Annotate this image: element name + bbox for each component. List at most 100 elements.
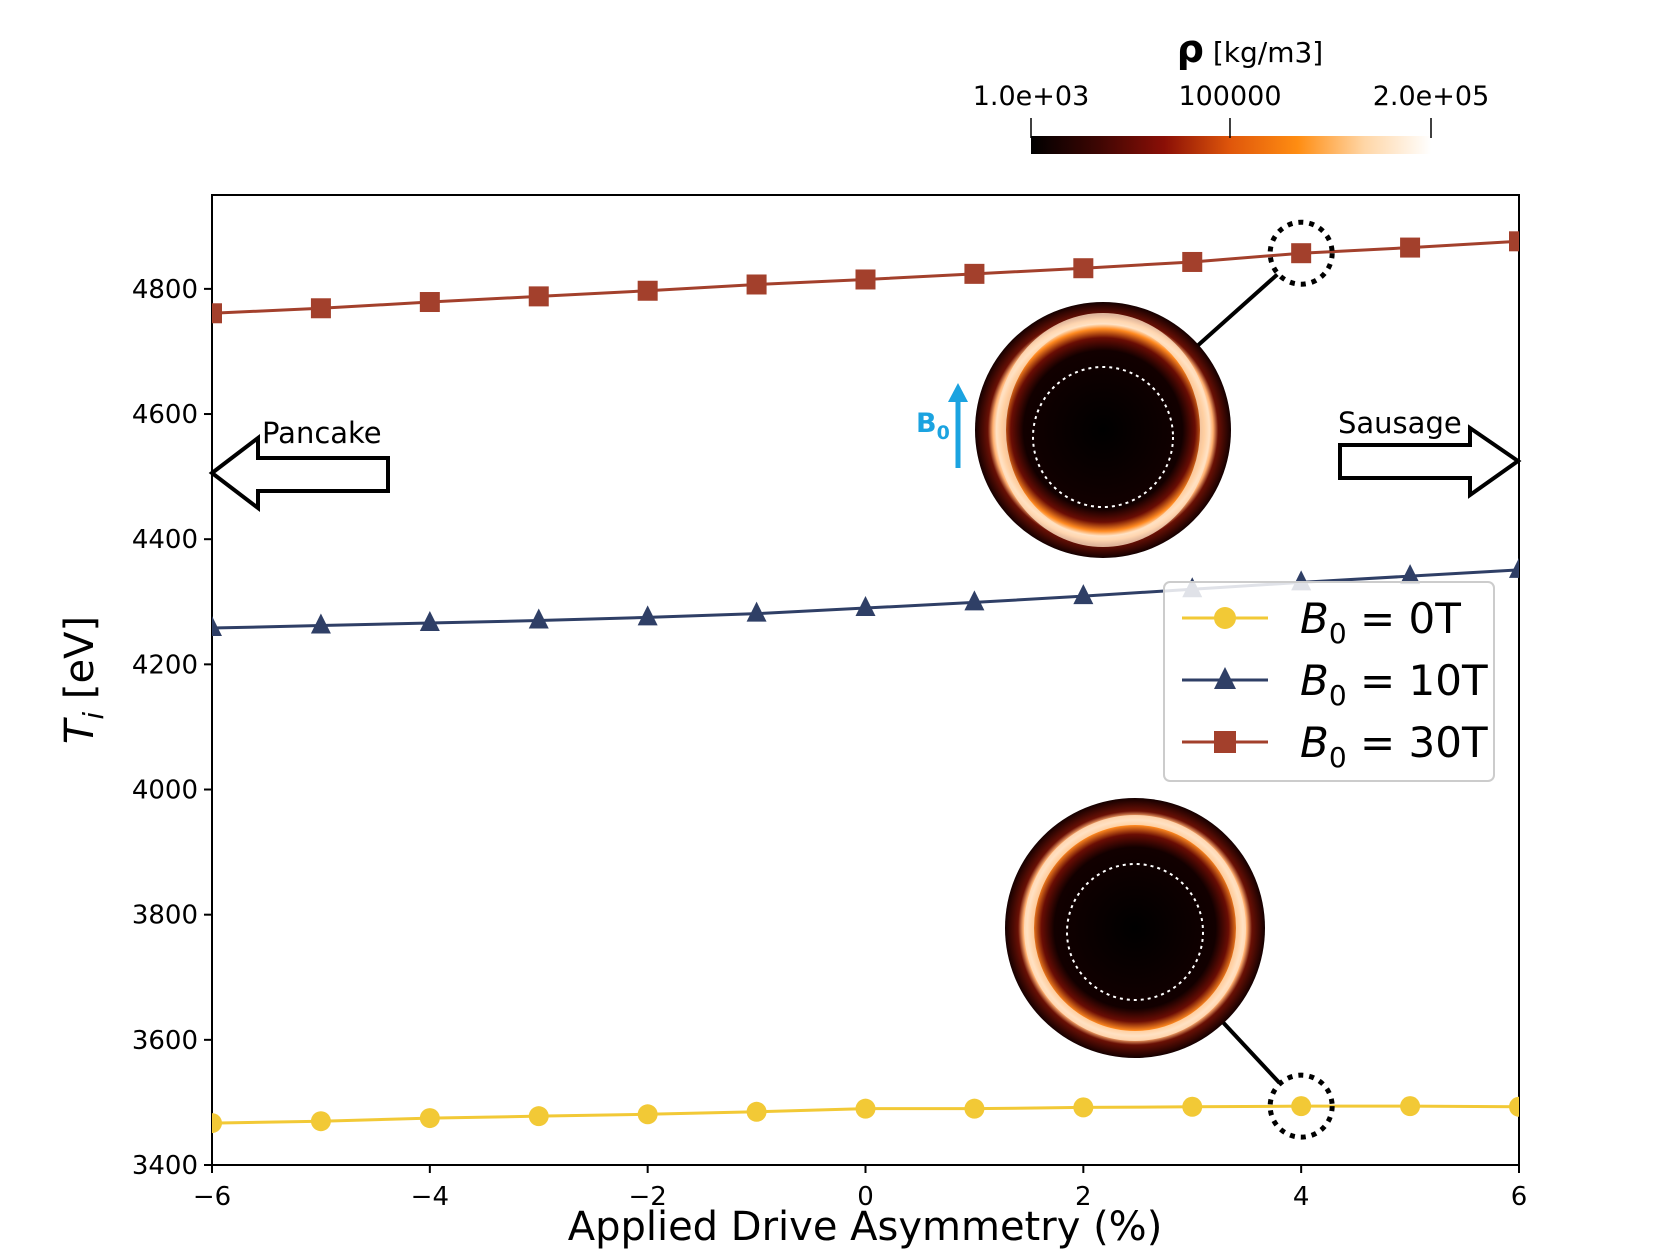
legend-marker	[1214, 607, 1236, 629]
data-point	[964, 1098, 985, 1119]
field-arrow-head	[948, 383, 968, 402]
y-tick-label: 4600	[132, 400, 198, 430]
highlights	[1194, 219, 1335, 1140]
legend-box	[1163, 581, 1495, 782]
data-point	[1509, 231, 1519, 252]
data-point	[310, 613, 331, 634]
colorbar-title: ρ [kg/m3]	[1177, 27, 1323, 71]
colorbar-title-unit: [kg/m3]	[1204, 36, 1323, 69]
colorbar-tick-label: 100000	[1178, 81, 1281, 112]
y-axis-label-subscript: i	[77, 712, 110, 720]
legend-item: B0 = 10T	[1182, 656, 1488, 712]
data-point	[1182, 251, 1203, 272]
y-axis-label-unit: [eV]	[57, 616, 103, 712]
x-tick-label: 4	[1293, 1182, 1310, 1212]
data-point	[1073, 584, 1094, 605]
x-tick-label: −6	[193, 1182, 231, 1212]
field-label: B0	[916, 408, 950, 444]
data-point	[1073, 1097, 1094, 1118]
pancake-arrow	[208, 433, 390, 513]
data-point	[419, 1108, 440, 1129]
data-point	[212, 616, 222, 637]
colorbar-ticks: 1.0e+03 100000 2.0e+05	[973, 81, 1490, 138]
inset-image-0T	[1005, 798, 1265, 1058]
legend-item: B0 = 30T	[1182, 718, 1488, 774]
data-point	[637, 1104, 658, 1125]
data-point	[528, 608, 549, 629]
y-tick-label: 3600	[132, 1026, 198, 1056]
legend-marker	[1214, 731, 1236, 753]
colorbar-gradient	[1031, 136, 1431, 154]
data-point	[1073, 258, 1094, 279]
x-axis-label: Applied Drive Asymmetry (%)	[568, 1204, 1163, 1250]
highlight-connector	[1194, 273, 1279, 349]
data-point	[310, 1111, 331, 1132]
data-point	[746, 274, 767, 295]
colorbar-tick-label: 2.0e+05	[1373, 81, 1490, 112]
colorbar-tick-label: 1.0e+03	[973, 81, 1090, 112]
data-point	[1291, 243, 1312, 264]
y-axis-label: Ti [eV]	[57, 616, 110, 744]
series-2	[212, 231, 1519, 324]
highlight-connector	[1219, 1018, 1281, 1085]
x-axis-ticks: −6 −4 −2 0 2 4 6	[193, 1165, 1527, 1212]
legend-item: B0 = 0T	[1182, 594, 1461, 650]
data-point	[419, 611, 440, 632]
data-point	[212, 303, 222, 324]
highlight-circle	[1267, 1072, 1335, 1140]
y-tick-label: 4200	[132, 650, 198, 680]
legend: B0 = 0T B0 = 10T B0 = 30T	[1163, 581, 1495, 782]
sausage-label: Sausage	[1338, 406, 1462, 440]
data-point	[1509, 1096, 1519, 1117]
data-point	[855, 269, 876, 290]
x-tick-label: 0	[857, 1182, 874, 1212]
field-annotation: B0	[916, 383, 968, 468]
data-point	[637, 605, 658, 626]
legend-label: B0 = 10T	[1300, 656, 1488, 712]
data-point	[310, 298, 331, 319]
y-axis-label-symbol: T	[57, 716, 103, 744]
data-point	[637, 280, 658, 301]
data-point	[1509, 557, 1519, 578]
data-point	[1400, 564, 1421, 585]
inset-image-30T	[975, 302, 1231, 558]
x-tick-label: −4	[411, 1182, 449, 1212]
data-point	[964, 590, 985, 611]
data-point	[855, 1098, 876, 1119]
x-tick-label: 2	[1075, 1182, 1092, 1212]
highlight-circle	[1267, 219, 1335, 287]
pancake-annotation: Pancake	[208, 416, 390, 513]
data-point	[746, 601, 767, 622]
colorbar: ρ [kg/m3] 1.0e+03 100000 2.0e+05	[973, 27, 1490, 154]
data-point	[1400, 237, 1421, 258]
data-point	[1400, 1096, 1421, 1117]
series-0	[212, 1096, 1519, 1134]
pancake-label: Pancake	[262, 416, 382, 450]
x-tick-label: 6	[1511, 1182, 1528, 1212]
y-tick-label: 4400	[132, 525, 198, 555]
data-point	[746, 1101, 767, 1122]
legend-marker	[1214, 667, 1236, 689]
field-label-subscript: 0	[937, 422, 950, 444]
data-point	[528, 286, 549, 307]
legend-label: B0 = 30T	[1300, 718, 1488, 774]
y-tick-label: 4000	[132, 776, 198, 806]
y-tick-label: 4800	[132, 275, 198, 305]
y-tick-label: 3800	[132, 901, 198, 931]
data-point	[855, 596, 876, 617]
data-point	[964, 263, 985, 284]
data-point	[419, 292, 440, 313]
x-tick-label: −2	[629, 1182, 667, 1212]
sausage-arrow	[1338, 424, 1522, 499]
data-point	[1182, 1096, 1203, 1117]
data-point	[212, 1113, 222, 1134]
y-tick-label: 3400	[132, 1151, 198, 1181]
colorbar-title-symbol: ρ	[1177, 27, 1204, 71]
data-point	[528, 1106, 549, 1127]
sausage-annotation: Sausage	[1338, 406, 1522, 499]
legend-label: B0 = 0T	[1300, 594, 1461, 650]
y-axis-ticks: 3400 3600 3800 4000 4200 4400 4600 4800	[132, 275, 212, 1181]
field-label-symbol: B	[916, 408, 937, 439]
data-point	[1291, 1096, 1312, 1117]
